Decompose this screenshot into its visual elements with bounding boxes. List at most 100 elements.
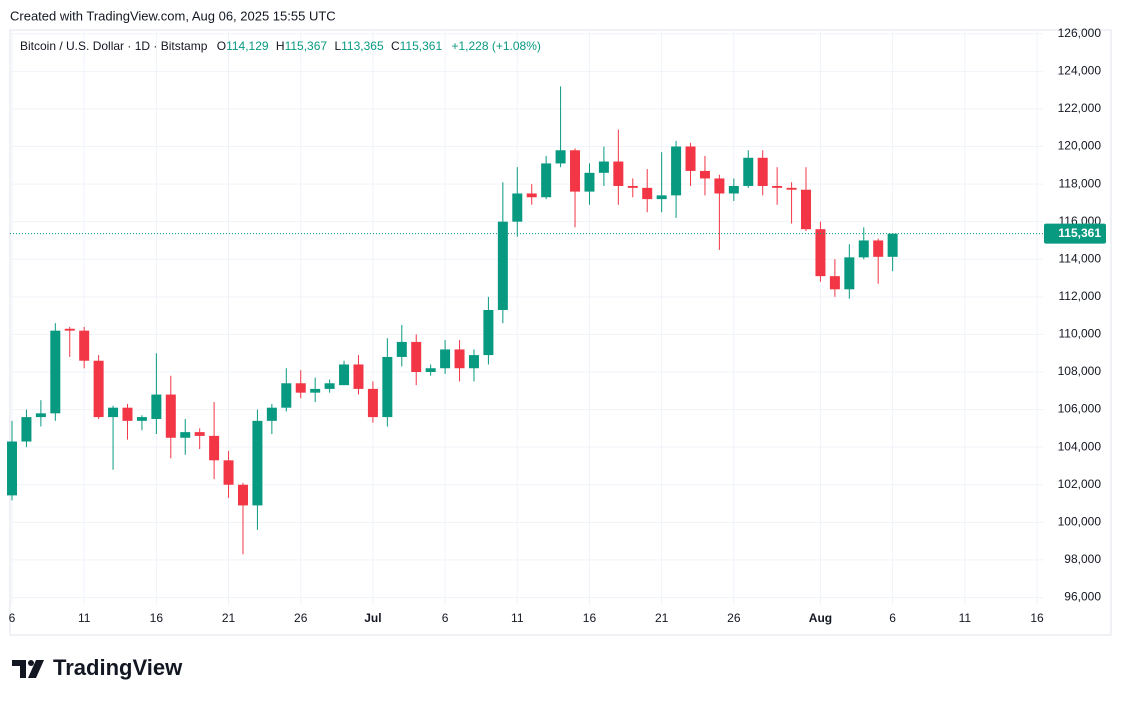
y-tick-label: 108,000 [1058,364,1102,378]
axes: 96,000 98,000 100,000 102,000 104,000 106,000… [9,26,1106,625]
candle-body [440,349,451,369]
x-tick-label: Jul [364,611,381,625]
candle-body [627,185,638,188]
legend: Bitcoin / U.S. Dollar · 1D · Bitstamp O1… [20,39,541,53]
candle-body [858,240,869,258]
y-tick-label: 98,000 [1064,552,1101,566]
candle-body [642,187,653,200]
y-tick-label: 106,000 [1058,402,1102,416]
candle-body [411,341,422,372]
candle-body [136,417,147,421]
grid [10,30,1043,605]
x-tick-label: 16 [150,611,164,625]
x-tick-label: 21 [222,611,236,625]
logo-shape [28,660,34,666]
candle-body [396,341,407,357]
y-tick-label: 114,000 [1059,251,1102,265]
candle-body [310,388,321,393]
candle-body [324,383,335,389]
x-tick-label: 6 [889,611,896,625]
logo-shape [12,660,26,678]
candles [7,86,1043,555]
candle-body [598,161,609,173]
legend-symbol: Bitcoin / U.S. Dollar · 1D · Bitstamp [20,39,208,53]
candle-body [497,221,508,310]
candle-body [671,146,682,196]
x-tick-label: 21 [655,611,669,625]
candle-body [209,435,220,461]
candle-body [50,330,61,414]
legend-value: 115,367 [285,39,328,53]
candle-body [526,193,537,198]
candle-body [108,407,119,418]
candle-body [728,185,739,194]
x-tick-label: 11 [959,611,972,625]
candle-body [757,157,768,186]
candle-body [801,189,812,230]
y-tick-label: 118,000 [1059,176,1102,190]
x-tick-label: 16 [1030,611,1044,625]
candle-body [570,150,581,192]
candle-body [613,161,624,186]
y-tick-label: 112,000 [1059,289,1102,303]
x-tick-label: 26 [294,611,308,625]
legend-key: H [276,39,285,53]
legend-change: +1,228 (+1.08%) [451,39,540,53]
y-tick-label: 96,000 [1064,590,1101,604]
y-tick-label: 126,000 [1058,26,1102,40]
x-tick-label: 16 [583,611,597,625]
candle-body [64,328,75,331]
x-tick-label: 6 [9,611,16,625]
candle-body [743,157,754,186]
candle-body [656,195,667,200]
legend-key: C [391,39,400,53]
candle-body [93,360,104,418]
brand-logo [12,660,44,678]
candle-body [7,441,17,496]
legend-value: 114,129 [226,39,269,53]
candle-body [468,355,479,369]
candle-body [180,432,191,438]
candle-body [772,185,783,188]
logo-shape [28,660,44,678]
legend-value: 113,365 [341,39,384,53]
y-tick-label: 124,000 [1058,64,1102,78]
candle-body [223,460,234,485]
candle-body [454,349,465,369]
candle-body [714,178,725,194]
candle-body [165,394,176,438]
x-tick-label: 26 [727,611,741,625]
candle-body [151,394,162,419]
y-tick-label: 122,000 [1058,101,1102,115]
candle-body [353,364,364,389]
candle-body [685,146,696,171]
legend-key: O [217,39,226,53]
candle-body [815,229,826,277]
candle-body [295,383,306,393]
candle-body [887,233,898,257]
candle-body [844,257,855,290]
x-tick-label: 6 [442,611,449,625]
candle-body [786,187,797,190]
y-tick-label: 100,000 [1058,514,1102,528]
last-price-label: 115,361 [1058,226,1101,240]
candle-body [122,407,133,421]
candle-body [367,388,378,418]
candle-body [512,193,523,222]
candle-body [79,330,90,361]
candle-body [35,413,46,418]
brand: TradingView [53,655,183,680]
y-tick-label: 110,000 [1059,327,1102,341]
candle-body [541,163,552,198]
candle-body [425,368,436,372]
watermark: Created with TradingView.com, Aug 06, 20… [10,8,336,23]
y-tick-label: 120,000 [1058,139,1102,153]
candle-body [266,407,277,421]
candle-body [382,356,393,418]
last-price-tag [1044,223,1106,244]
candle-body [281,383,292,408]
candle-body [21,417,32,442]
candle-body [339,364,350,386]
